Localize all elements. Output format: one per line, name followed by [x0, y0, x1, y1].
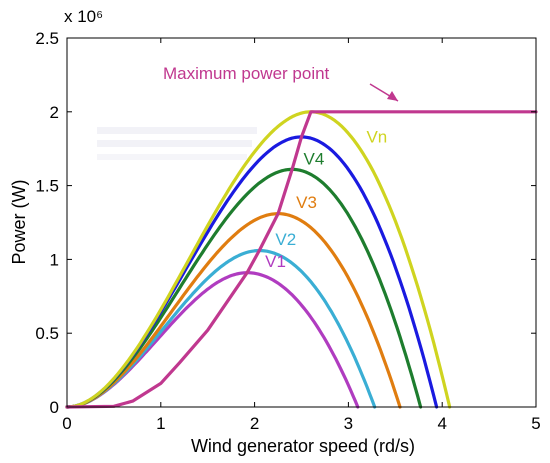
series-label-vn: Vn	[366, 128, 387, 147]
annotation-label: Maximum power point	[163, 64, 330, 83]
y-tick-label: 1	[50, 250, 59, 269]
x-tick-label: 4	[437, 414, 446, 433]
plot-frame	[66, 37, 537, 408]
y-tick-label: 1.5	[35, 177, 59, 196]
y-tick-label: 0	[50, 398, 59, 417]
y-tick-label: 2	[50, 103, 59, 122]
x-tick-label: 2	[250, 414, 259, 433]
y-scale-label: x 10⁶	[64, 7, 103, 26]
x-tick-label: 1	[156, 414, 165, 433]
y-tick-label: 0.5	[35, 324, 59, 343]
series-label-v2: V2	[275, 230, 296, 249]
x-tick-label: 5	[531, 414, 540, 433]
curves-layer	[65, 110, 538, 409]
x-tick-label: 3	[344, 414, 353, 433]
y-axis-label: Power (W)	[9, 180, 29, 265]
series-line-v3	[65, 212, 402, 409]
ticks-layer	[66, 37, 537, 408]
series-label-v3: V3	[296, 193, 317, 212]
x-axis-label: Wind generator speed (rd/s)	[191, 436, 415, 456]
annotation-arrowhead	[387, 91, 398, 101]
series-label-v4: V4	[304, 150, 325, 169]
smudge-marks	[97, 127, 257, 160]
series-line-vn	[65, 110, 452, 409]
x-tick-label: 0	[62, 414, 71, 433]
y-tick-label: 2.5	[35, 29, 59, 48]
mpp-curve	[65, 110, 538, 409]
series-label-v1: V1	[265, 252, 286, 271]
